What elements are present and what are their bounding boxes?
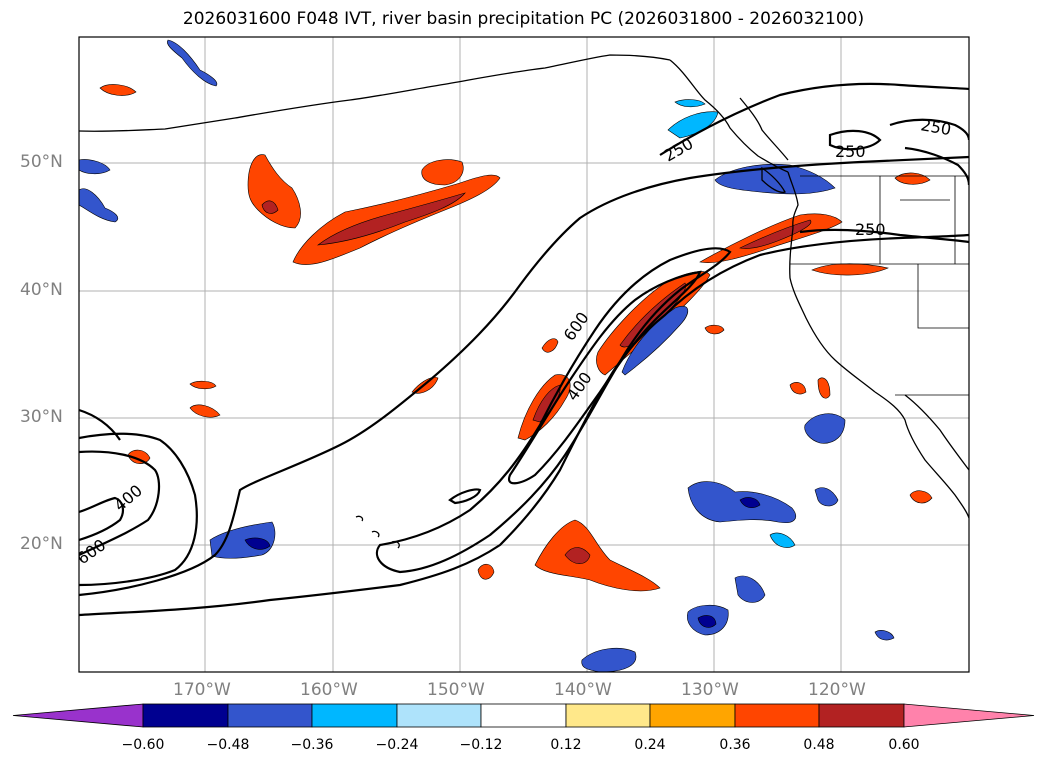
coastline-vancouver-island (761, 166, 786, 194)
ivt-contour-250-se (799, 228, 969, 244)
colorbar-tick-label: 0.36 (719, 737, 751, 753)
lat-label-40n: 40°N (20, 280, 63, 300)
ivt-contour-250-north (79, 155, 969, 597)
positive-region-gulf-band-core (316, 192, 466, 246)
contour-label-250-d: 250 (855, 220, 886, 239)
colorbar-over-triangle (903, 703, 1035, 728)
lon-label-130w: 130°W (681, 680, 739, 700)
lon-label-160w: 160°W (300, 680, 358, 700)
lat-label-30n: 30°N (20, 407, 63, 427)
colorbar-tick-label: 0.12 (550, 737, 582, 753)
colorbar-tick-label: −0.12 (459, 737, 503, 753)
colorbar-segment (480, 703, 567, 728)
colorbar-tick-label: −0.36 (290, 737, 334, 753)
lon-label-120w: 120°W (808, 680, 866, 700)
ivt-contour-250-main (79, 233, 969, 617)
colorbar-tick-label: −0.24 (375, 737, 419, 753)
coastline-baja-california (874, 391, 969, 519)
ivt-contour-400-sw-inner (79, 496, 124, 542)
negative-region-north-small (674, 99, 706, 108)
negative-region-south-deep-b (734, 575, 766, 603)
contour-label-250-b: 250 (835, 142, 866, 161)
lat-label-20n: 20°N (20, 534, 63, 554)
boundary-state-west (879, 176, 969, 329)
positive-region-far-east (909, 490, 933, 504)
ivt-contour-400-sw (79, 450, 161, 556)
positive-region-west-small-b (189, 404, 221, 418)
coastline-gulf-of-alaska (669, 59, 789, 173)
negative-region-south-bottom (581, 647, 637, 672)
colorbar (12, 703, 1035, 728)
negative-region-east-far-south (874, 630, 895, 641)
positive-region-east-small (817, 377, 831, 399)
ivt-contour-250-ne (828, 118, 969, 186)
negative-region-ar-east (621, 305, 688, 376)
colorbar-tick-label: 0.48 (803, 737, 835, 753)
negative-region-west-pc-core (244, 537, 271, 550)
ivt-contour-250-top (659, 82, 969, 156)
ivt-contour-400-ar (375, 247, 732, 574)
colorbar-segment (649, 703, 736, 728)
negative-region-far-west (79, 159, 111, 175)
ivt-contour-400-far-west (79, 408, 121, 441)
negative-region-far-west-b (79, 188, 119, 223)
positive-region-west-blob-core (261, 200, 279, 214)
lon-label-140w: 140°W (554, 680, 612, 700)
colorbar-tick-label: −0.60 (121, 737, 165, 753)
negative-region-east-south (814, 487, 839, 507)
colorbar-segment (818, 703, 905, 728)
positive-region-northwest-small (99, 84, 137, 96)
negative-region-east-small (769, 532, 796, 548)
colorbar-segment (311, 703, 398, 728)
negative-region-south-deep-core (697, 615, 717, 628)
positive-region-south-small (477, 563, 495, 580)
colorbar-segment (396, 703, 482, 728)
colorbar-tick-label: −0.48 (206, 737, 250, 753)
positive-region-east-blob (811, 263, 889, 276)
colorbar-under-triangle (12, 703, 144, 728)
map-frame (78, 36, 970, 673)
coastline-alaska-aleutians (79, 54, 671, 132)
positive-region-east-tiny (789, 382, 807, 395)
coastlines (79, 54, 969, 549)
map-title: 2026031600 F048 IVT, river basin precipi… (182, 9, 865, 29)
coastline-us-west (789, 227, 876, 393)
lon-label-150w: 150°W (427, 680, 485, 700)
colorbar-segment (227, 703, 313, 728)
positive-region-south-blob-core (564, 547, 591, 564)
colorbar-segment (142, 703, 229, 728)
coastline-gulf-of-california (904, 394, 969, 471)
coastline-british-columbia (787, 171, 799, 229)
lon-label-170w: 170°W (173, 680, 231, 700)
negative-region-east-mid (804, 413, 846, 444)
ivt-contour-600-sw (79, 432, 198, 587)
negative-region-northwest-streak (167, 39, 218, 87)
positive-region-ar-north-tiny (541, 338, 559, 353)
ivt-contour-250-island (448, 488, 482, 505)
ivt-contour-600-ar (507, 270, 702, 485)
positive-region-mid-tiny (704, 324, 725, 335)
positive-region-south-blob (534, 519, 661, 592)
map-background (79, 37, 969, 672)
positive-region-west-blob (247, 154, 301, 229)
ivt-contours (79, 82, 969, 617)
colorbar-segment (565, 703, 651, 728)
colorbar-tick-label: 0.24 (634, 737, 666, 753)
positive-region-north-blob (421, 159, 464, 186)
positive-region-dateline-blob (127, 449, 151, 464)
colorbar-tick-label: 0.60 (888, 737, 920, 753)
lat-label-50n: 50°N (20, 152, 63, 172)
colorbar-segment (734, 703, 820, 728)
negative-region-south-east-core (739, 497, 761, 509)
positive-region-west-small-a (189, 380, 217, 390)
political-boundaries (790, 175, 969, 396)
